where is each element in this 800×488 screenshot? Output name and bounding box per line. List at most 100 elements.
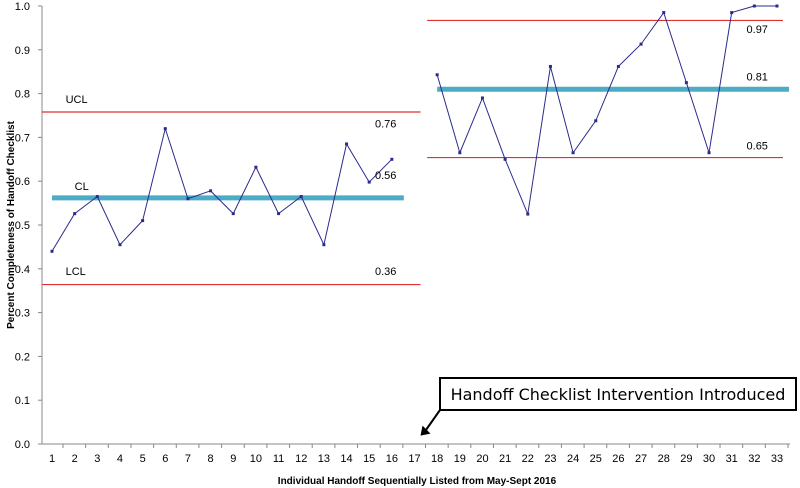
data-point — [186, 197, 190, 201]
y-tick-label: 0.7 — [15, 132, 30, 144]
data-series — [50, 4, 779, 253]
x-tick-label: 25 — [590, 453, 602, 465]
data-point — [95, 195, 99, 199]
x-tick-label: 8 — [208, 453, 214, 465]
x-tick-label: 1 — [49, 453, 55, 465]
data-point — [662, 11, 666, 15]
data-point — [299, 195, 303, 199]
annotation-label: LCL — [66, 266, 86, 278]
x-tick-label: 15 — [363, 453, 375, 465]
y-tick-label: 0.0 — [15, 439, 30, 451]
x-tick-labels: 1 2 3 4 5 6 7 8 9 10 11 12 13 14 15 16 17 18 19 20 21 22 23 24 2… — [49, 444, 789, 465]
data-point — [322, 243, 326, 247]
data-point — [390, 157, 394, 161]
data-point — [50, 249, 54, 253]
y-tick-label: 0.4 — [15, 264, 30, 276]
data-point — [730, 11, 734, 15]
y-tick-label: 1.0 — [15, 1, 30, 13]
x-tick-label: 13 — [318, 453, 330, 465]
annotation-label: 0.97 — [747, 24, 768, 36]
data-point — [480, 96, 484, 100]
x-tick-label: 7 — [185, 453, 191, 465]
y-tick-label: 0.3 — [15, 308, 30, 320]
data-point — [435, 73, 439, 77]
annotation-label: 0.36 — [375, 266, 396, 278]
annotation-label: 0.76 — [375, 118, 396, 130]
x-tick-label: 23 — [544, 453, 556, 465]
x-tick-label: 33 — [771, 453, 783, 465]
x-tick-label: 17 — [408, 453, 420, 465]
data-point — [458, 151, 462, 155]
callout-arrow — [424, 409, 441, 432]
x-tick-label: 21 — [499, 453, 511, 465]
data-point — [163, 127, 167, 131]
x-tick-label: 31 — [726, 453, 738, 465]
x-tick-label: 6 — [162, 453, 168, 465]
callout-text: Handoff Checklist Intervention Introduce… — [451, 385, 786, 404]
callout-box — [439, 377, 797, 411]
x-tick-label: 24 — [567, 453, 579, 465]
x-tick-label: 27 — [635, 453, 647, 465]
x-tick-label: 30 — [703, 453, 715, 465]
annotation-label: UCL — [66, 94, 88, 106]
data-point — [231, 212, 235, 216]
series-line — [51, 126, 393, 252]
data-point — [277, 212, 281, 216]
y-tick-label: 0.6 — [15, 176, 30, 188]
x-tick-label: 5 — [140, 453, 146, 465]
x-tick-label: 20 — [476, 453, 488, 465]
y-tick-label: 0.9 — [15, 45, 30, 57]
data-point — [639, 42, 643, 46]
data-point — [345, 142, 349, 146]
y-tick-label: 0.5 — [15, 220, 30, 232]
data-point — [594, 119, 598, 123]
annotation-label: 0.65 — [747, 141, 768, 153]
y-tick-label: 0.8 — [15, 89, 30, 101]
x-axis-title: Individual Handoff Sequentially Listed f… — [278, 476, 557, 487]
series-line — [436, 5, 777, 216]
annotation-label: CL — [75, 181, 89, 193]
y-tick-label: 0.2 — [15, 351, 30, 363]
annotation-label: 0.81 — [747, 71, 768, 83]
x-tick-label: 18 — [431, 453, 443, 465]
data-point — [775, 4, 779, 8]
x-tick-label: 26 — [612, 453, 624, 465]
y-tick-label: 0.1 — [15, 395, 30, 407]
x-tick-label: 22 — [522, 453, 534, 465]
data-point — [503, 157, 507, 161]
data-point — [367, 180, 371, 184]
data-point — [526, 212, 530, 216]
x-tick-label: 16 — [386, 453, 398, 465]
x-tick-label: 4 — [117, 453, 123, 465]
y-axis-title: Percent Completeness of Handoff Checklis… — [6, 120, 17, 328]
x-tick-label: 10 — [250, 453, 262, 465]
data-point — [209, 189, 213, 193]
data-point — [752, 4, 756, 8]
data-point — [616, 64, 620, 68]
data-point — [548, 64, 552, 68]
data-point — [571, 151, 575, 155]
x-tick-label: 9 — [230, 453, 236, 465]
x-tick-label: 19 — [454, 453, 466, 465]
data-point — [254, 165, 258, 169]
x-tick-label: 3 — [94, 453, 100, 465]
control-lines — [42, 19, 789, 286]
data-point — [118, 243, 122, 247]
data-point — [141, 219, 145, 223]
data-point — [73, 212, 77, 216]
x-tick-label: 11 — [273, 453, 284, 465]
x-tick-label: 32 — [748, 453, 760, 465]
annotation-label: 0.56 — [375, 170, 396, 182]
data-point — [684, 81, 688, 85]
data-point — [707, 151, 711, 155]
callout-arrowhead — [420, 425, 431, 436]
x-tick-label: 12 — [295, 453, 307, 465]
x-tick-label: 29 — [680, 453, 692, 465]
x-tick-label: 28 — [658, 453, 670, 465]
x-tick-label: 14 — [340, 453, 352, 465]
y-tick-labels: 0.0 0.1 0.2 0.3 0.4 0.5 0.6 0.7 0.8 0.9 1.0 — [15, 1, 42, 451]
x-tick-label: 2 — [72, 453, 78, 465]
annotations: UCL CL LCL 0.76 0.56 0.36 0.97 0.81 0.65 — [66, 24, 768, 278]
intervention-callout: Handoff Checklist Intervention Introduce… — [420, 377, 797, 436]
